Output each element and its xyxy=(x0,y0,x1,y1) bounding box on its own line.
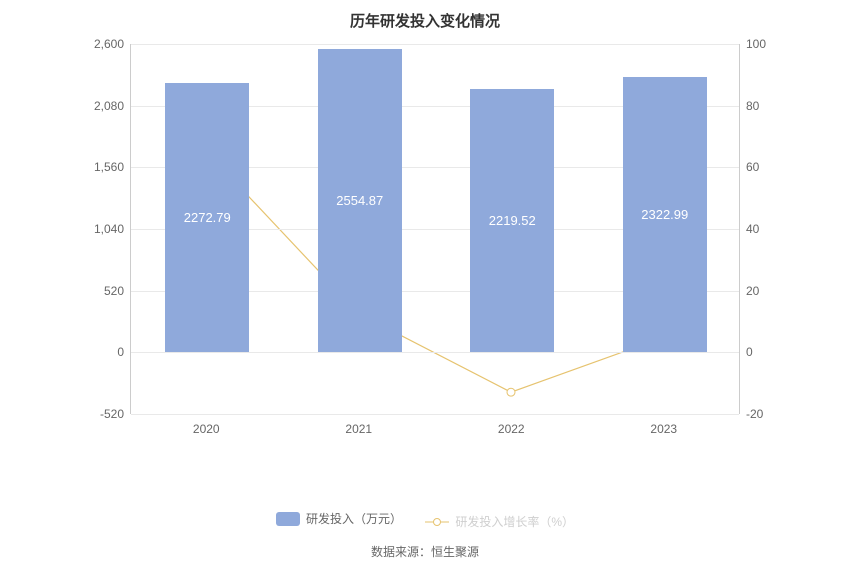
legend: 研发投入（万元） 研发投入增长率（%） xyxy=(0,510,850,530)
legend-bar-swatch xyxy=(276,512,300,526)
y-left-tick-label: -520 xyxy=(74,407,124,421)
x-tick-label: 2022 xyxy=(498,422,525,436)
y-left-tick-label: 0 xyxy=(74,345,124,359)
bar-value-label: 2219.52 xyxy=(489,213,536,228)
growth-line-marker xyxy=(507,388,515,396)
x-tick-label: 2023 xyxy=(650,422,677,436)
chart-title: 历年研发投入变化情况 xyxy=(0,0,850,31)
legend-line-swatch xyxy=(425,515,449,529)
y-right-tick-label: 20 xyxy=(746,284,796,298)
y-right-tick-label: 0 xyxy=(746,345,796,359)
legend-item-line: 研发投入增长率（%） xyxy=(425,513,574,530)
y-right-tick-label: -20 xyxy=(746,407,796,421)
y-right-tick-label: 80 xyxy=(746,99,796,113)
legend-item-bar: 研发投入（万元） xyxy=(276,510,402,527)
grid-line xyxy=(131,414,739,415)
y-left-tick-label: 2,080 xyxy=(74,99,124,113)
y-left-tick-label: 520 xyxy=(74,284,124,298)
x-tick-label: 2021 xyxy=(345,422,372,436)
bar-value-label: 2554.87 xyxy=(336,193,383,208)
plot-area: 2272.79 2554.87 2219.52 2322.99 xyxy=(130,44,740,414)
y-right-tick-label: 60 xyxy=(746,160,796,174)
grid-line xyxy=(131,44,739,45)
y-left-tick-label: 2,600 xyxy=(74,37,124,51)
growth-line xyxy=(207,152,663,392)
y-right-tick-label: 40 xyxy=(746,222,796,236)
y-left-tick-label: 1,040 xyxy=(74,222,124,236)
x-tick-label: 2020 xyxy=(193,422,220,436)
chart-container: 2272.79 2554.87 2219.52 2322.99 -520 -20 0 0 52… xyxy=(70,44,800,444)
bar-value-label: 2272.79 xyxy=(184,210,231,225)
y-left-tick-label: 1,560 xyxy=(74,160,124,174)
y-right-tick-label: 100 xyxy=(746,37,796,51)
legend-bar-label: 研发投入（万元） xyxy=(306,510,402,527)
legend-line-label: 研发投入增长率（%） xyxy=(455,513,574,530)
bar-value-label: 2322.99 xyxy=(641,207,688,222)
grid-line xyxy=(131,352,739,353)
data-source-footer: 数据来源：恒生聚源 xyxy=(0,543,850,560)
